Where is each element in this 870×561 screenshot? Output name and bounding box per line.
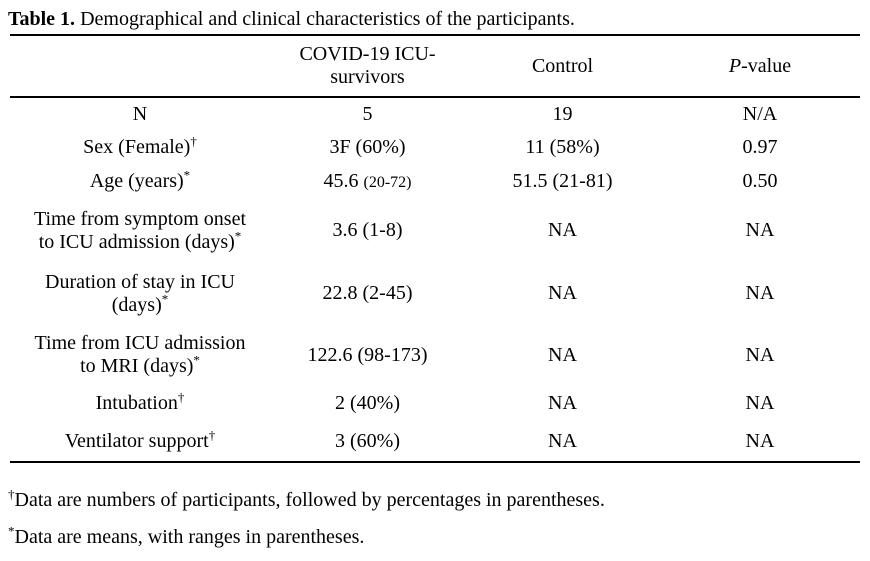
p-value: NA [745, 343, 775, 366]
row-label: Time from ICU admission to MRI (days)* [34, 332, 246, 377]
footnote-dagger-text: Data are numbers of participants, follow… [14, 489, 605, 511]
p-value: N/A [742, 102, 778, 125]
table-row-icu-to-mri: Time from ICU admission to MRI (days)* 1… [10, 325, 860, 385]
row-label: Age (years)* [89, 167, 191, 192]
age-range: (20-72) [363, 174, 412, 191]
p-value: 0.97 [742, 135, 778, 158]
icu-survivors-value: 122.6 (98-173) [307, 343, 428, 366]
icu-survivors-value: 5 [362, 102, 373, 125]
p-value: NA [745, 429, 775, 452]
asterisk-mark: * [8, 523, 15, 539]
icu-survivors-value: 3.6 (1-8) [332, 219, 403, 241]
icu-survivors-value: 3F (60%) [329, 135, 406, 158]
header-pvalue-p: P [728, 54, 742, 77]
table-caption-number: Table 1. [8, 8, 76, 30]
icu-survivors-value: 2 (40%) [335, 391, 400, 414]
table-row-symptom-onset: Time from symptom onset to ICU admission… [10, 199, 860, 262]
header-pvalue-rest: -value [741, 54, 792, 77]
dagger-mark: † [177, 388, 185, 404]
control-value: NA [548, 219, 577, 241]
icu-survivors-value: 3 (60%) [335, 429, 400, 452]
table-row-ventilator: Ventilator support† 3 (60%) NA NA [10, 421, 860, 462]
dagger-mark: † [208, 426, 216, 442]
header-icu-line1: COVID-19 ICU- [299, 43, 436, 65]
icu-survivors-value: 22.8 (2-45) [322, 282, 413, 304]
control-value: NA [548, 391, 577, 414]
row-label: Time from symptom onset to ICU admission… [33, 207, 247, 253]
row-label: Ventilator support† [64, 426, 216, 452]
table-row-intubation: Intubation† 2 (40%) NA NA [10, 385, 860, 421]
asterisk-mark: * [234, 227, 242, 243]
table-row-n: N 5 19 N/A [10, 97, 860, 130]
table-row-age: Age (years)* 45.6 (20-72) 51.5 (21-81) 0… [10, 164, 860, 199]
asterisk-mark: * [183, 167, 191, 183]
row-label: Duration of stay in ICU (days)* [45, 270, 235, 316]
demographics-table: COVID-19 ICU- survivors Control P-value … [10, 34, 860, 463]
header-icu-line2: survivors [330, 66, 405, 88]
control-value: NA [548, 282, 577, 304]
footnote-asterisk: *Data are means, with ranges in parenthe… [8, 524, 862, 550]
header-row: COVID-19 ICU- survivors Control P-value [10, 35, 860, 97]
p-value: NA [745, 391, 775, 414]
table-row-icu-stay: Duration of stay in ICU (days)* 22.8 (2-… [10, 262, 860, 325]
p-value: NA [745, 282, 775, 304]
control-value: 51.5 (21-81) [512, 170, 613, 192]
row-label: N [132, 102, 148, 125]
header-pvalue: P-value [660, 35, 860, 97]
icu-survivors-value: 45.6 (20-72) [323, 170, 412, 192]
table-caption: Table 1. Demographical and clinical char… [8, 6, 862, 32]
footnote-dagger: †Data are numbers of participants, follo… [8, 487, 862, 513]
p-value: 0.50 [742, 170, 778, 192]
p-value: NA [745, 219, 775, 241]
asterisk-mark: * [193, 352, 200, 368]
control-value: 11 (58%) [525, 135, 600, 158]
control-value: NA [548, 343, 577, 366]
dagger-mark: † [190, 132, 197, 148]
row-label: Intubation† [95, 388, 185, 414]
header-control: Control [531, 54, 594, 77]
footnote-asterisk-text: Data are means, with ranges in parenthes… [14, 526, 365, 548]
control-value: NA [548, 429, 577, 452]
dagger-mark: † [8, 486, 15, 502]
control-value: 19 [552, 102, 573, 125]
header-icu-survivors: COVID-19 ICU- survivors [270, 35, 465, 97]
table-footnotes: †Data are numbers of participants, follo… [8, 487, 862, 550]
row-label: Sex (Female)† [83, 132, 197, 158]
table-row-sex: Sex (Female)† 3F (60%) 11 (58%) 0.97 [10, 130, 860, 164]
table-caption-text: Demographical and clinical characteristi… [80, 8, 575, 30]
header-empty-cell [10, 35, 270, 97]
asterisk-mark: * [161, 290, 169, 306]
